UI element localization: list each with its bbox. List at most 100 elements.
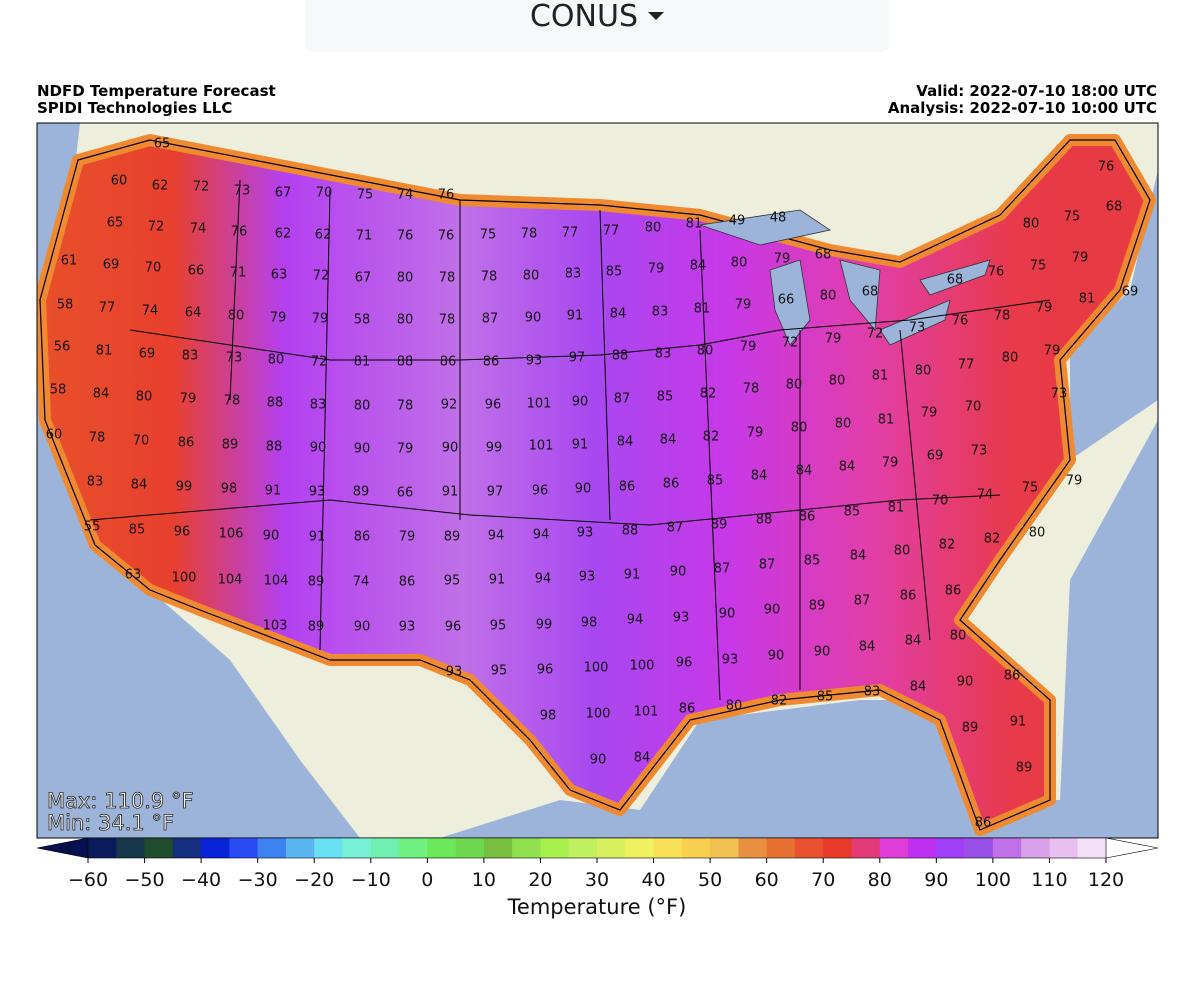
station-temp: 73	[971, 444, 988, 459]
station-temp: 87	[759, 558, 776, 573]
station-temp: 80	[820, 289, 837, 304]
station-temp: 90	[572, 395, 589, 410]
station-temp: 81	[694, 302, 711, 317]
station-temp: 90	[670, 565, 687, 580]
station-temp: 85	[817, 690, 834, 705]
station-temp: 97	[487, 485, 504, 500]
station-temp: 62	[152, 179, 169, 194]
station-temp: 88	[267, 396, 284, 411]
colorbar-tick-label: 60	[755, 869, 779, 891]
station-temp: 93	[526, 354, 543, 369]
station-temp: 69	[139, 347, 156, 362]
colorbar-tick-label: 110	[1031, 869, 1067, 891]
colorbar-segment	[427, 838, 457, 858]
station-temp: 84	[905, 634, 922, 649]
station-temp: 80	[786, 378, 803, 393]
station-temp: 94	[627, 613, 644, 628]
station-temp: 81	[354, 355, 371, 370]
station-temp: 86	[799, 510, 816, 525]
station-temp: 91	[489, 573, 506, 588]
station-temp: 89	[353, 485, 370, 500]
station-temp: 80	[228, 309, 245, 324]
station-temp: 101	[527, 397, 552, 412]
station-temp: 80	[950, 629, 967, 644]
colorbar-segment	[1021, 838, 1050, 858]
station-temp: 86	[399, 575, 416, 590]
station-temp: 86	[483, 355, 500, 370]
state-borders	[89, 179, 1051, 701]
station-temp: 90	[590, 753, 607, 768]
station-temp: 71	[356, 229, 373, 244]
station-temp: 78	[439, 271, 456, 286]
station-temp: 88	[612, 349, 629, 364]
colorbar-segment	[710, 838, 739, 858]
station-temp: 79	[740, 340, 757, 355]
colorbar-segment	[936, 838, 966, 858]
colorbar-segment	[483, 838, 513, 858]
station-temp: 80	[397, 271, 414, 286]
station-temp: 72	[193, 180, 210, 195]
station-temp: 49	[729, 214, 746, 229]
station-temp: 86	[945, 584, 962, 599]
station-temp: 80	[354, 399, 371, 414]
station-temp: 70	[133, 434, 150, 449]
region-selector[interactable]: CONUS	[305, 0, 889, 52]
station-temp: 68	[1106, 200, 1123, 215]
station-temp: 78	[397, 399, 414, 414]
station-temp: 83	[565, 267, 582, 282]
station-temp: 90	[814, 645, 831, 660]
selector-text[interactable]: CONUS	[529, 0, 638, 34]
station-temp: 61	[61, 254, 78, 269]
station-temp: 89	[809, 599, 826, 614]
station-temp: 90	[354, 620, 371, 635]
station-temp: 66	[188, 264, 205, 279]
station-temp: 80	[268, 353, 285, 368]
station-temp: 78	[224, 394, 241, 409]
atlantic-north	[1070, 170, 1158, 460]
station-temp: 78	[994, 309, 1011, 324]
station-temp: 55	[84, 520, 101, 535]
station-temp: 77	[958, 358, 975, 373]
station-temp: 90	[442, 441, 459, 456]
station-temp: 71	[230, 266, 247, 281]
station-temp: 82	[984, 532, 1001, 547]
station-temp: 87	[482, 312, 499, 327]
station-temp: 79	[882, 456, 899, 471]
station-temp: 96	[445, 620, 462, 635]
colorbar-segment	[455, 838, 485, 858]
station-temp: 84	[131, 478, 148, 493]
colorbar: −60 −50 −40 −30 −20 −10 0 10 20 30 40 50 60 70 80 90 100…	[36, 837, 1159, 891]
station-temp: 76	[952, 314, 969, 329]
colorbar-segment	[992, 838, 1022, 858]
colorbar-segment	[568, 838, 598, 858]
colorbar-segment	[342, 838, 372, 858]
station-temp: 77	[99, 301, 116, 316]
station-temp: 75	[1030, 259, 1047, 274]
station-temp: 79	[1072, 251, 1089, 266]
station-temp: 60	[46, 428, 63, 443]
caret[interactable]	[648, 12, 664, 20]
station-labels: 65 60 62 72 73 67 70 75 74 76 65 72 74 76 62 62 71 76 76 75…	[46, 137, 1139, 831]
station-temp: 80	[1002, 351, 1019, 366]
station-temp: 76	[1098, 160, 1115, 175]
station-temp: 88	[622, 524, 639, 539]
station-temp: 87	[714, 562, 731, 577]
station-temp: 91	[572, 438, 589, 453]
colorbar-label: Temperature (°F)	[507, 895, 687, 919]
station-temp: 89	[444, 530, 461, 545]
station-temp: 90	[263, 529, 280, 544]
station-temp: 58	[50, 383, 67, 398]
station-temp: 82	[939, 538, 956, 553]
colorbar-segment	[370, 838, 400, 858]
station-temp: 80	[894, 544, 911, 559]
colorbar-segment	[625, 838, 655, 858]
station-temp: 87	[854, 594, 871, 609]
colorbar-tick-label: −40	[181, 869, 221, 891]
station-temp: 86	[663, 477, 680, 492]
station-temp: 82	[703, 430, 720, 445]
station-temp: 94	[535, 572, 552, 587]
colorbar-segment	[285, 838, 315, 858]
title: NDFD Temperature Forecast	[37, 82, 276, 100]
colorbar-segment	[399, 838, 428, 858]
station-temp: 81	[1079, 292, 1096, 307]
